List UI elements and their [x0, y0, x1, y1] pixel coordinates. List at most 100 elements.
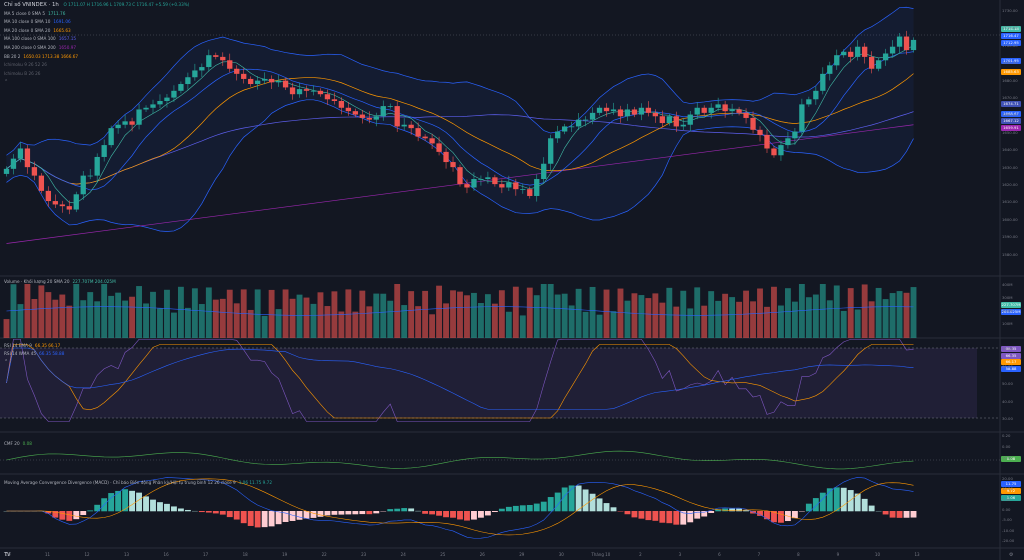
macd-title[interactable]: Moving Average Convergence Divergence (M… [4, 480, 236, 485]
volume-bar [31, 299, 38, 338]
volume-tag[interactable]: 204.025M [1001, 309, 1021, 315]
chart-title: Chỉ số VNINDEX · 1h O 1711.07 H 1716.96 … [4, 1, 192, 10]
volume-bar [847, 288, 854, 338]
volume-bar [645, 298, 652, 338]
candle-body [415, 128, 421, 137]
volume-bar [219, 298, 226, 338]
price-axis-label: 1650.00 [1002, 129, 1018, 135]
macd-tag[interactable]: 11.75 [1001, 481, 1021, 487]
volume-bar [694, 287, 701, 338]
volume-bar [715, 300, 722, 338]
volume-sma-line [6, 306, 914, 316]
macd-tag[interactable]: 9.72 [1001, 488, 1021, 494]
ma5-line [6, 45, 914, 204]
price-tag[interactable]: 1712.95 [1001, 40, 1021, 46]
candle-body [757, 129, 763, 135]
price-tag[interactable]: 1668.67 [1001, 111, 1021, 117]
volume-bar [268, 289, 275, 338]
macd-histogram-bar [498, 508, 505, 512]
macd-histogram-bar [624, 511, 631, 515]
time-axis-label: 8 [797, 552, 800, 557]
rsi-tag[interactable]: 68.35 [1001, 346, 1021, 352]
macd-histogram-bar [177, 508, 184, 512]
macd-histogram-bar [331, 511, 338, 515]
volume-bar [171, 312, 177, 338]
legend-label: MA 5 close 0 SMA 5 [4, 10, 46, 16]
rsi-line [6, 338, 914, 422]
price-tag[interactable]: 1685.63 [1001, 69, 1021, 75]
legend-row-ma20[interactable]: MA 20 close 0 SMA 20 1665.63 [4, 27, 192, 36]
price-tag[interactable]: 1716.18 [1001, 26, 1021, 32]
volume-title[interactable]: Volume · Khối lượng 20 SMA 20 [4, 279, 70, 284]
macd-histogram-bar [129, 490, 136, 512]
volume-bar [708, 291, 715, 338]
time-axis-label: 17 [203, 552, 209, 557]
macd-histogram-bar [833, 487, 840, 512]
legend-row-ichimoku[interactable]: Ichimoku 9 26 52 26 [4, 61, 192, 70]
candle-body [485, 177, 491, 180]
candle-body [303, 89, 310, 91]
macd-axis-label: -20.00 [1002, 537, 1015, 543]
macd-axis-label: -10.00 [1002, 527, 1015, 533]
macd-histogram-bar [66, 511, 73, 521]
legend-row-ma100[interactable]: MA 100 close 0 SMA 100 1657.15 [4, 35, 192, 44]
collapse-legend-icon[interactable]: ⌃ [4, 79, 9, 86]
macd-histogram-bar [673, 511, 680, 525]
volume-tag[interactable]: 227.707M [1001, 302, 1021, 308]
legend-label: MA 100 close 0 SMA 100 [4, 36, 56, 42]
volume-bar [387, 300, 394, 338]
volume-bar [38, 285, 45, 338]
legend-row-bb[interactable]: BB 20 2 1650.03 1713.38 1666.67 [4, 53, 192, 62]
volume-bar [471, 292, 477, 338]
cmf-tag[interactable]: 0.08 [1001, 456, 1021, 462]
candle-body [868, 56, 875, 69]
price-axis-label: 1590.00 [1002, 234, 1018, 240]
price-tag[interactable]: 1659.91 [1001, 125, 1021, 131]
collapse-rsi-icon[interactable]: ⌃ [4, 359, 9, 365]
rsi-tag[interactable]: 66.35 [1001, 352, 1021, 359]
rsi-wma-title[interactable]: RSI 14 WMA 45 [4, 351, 37, 356]
volume-bar [868, 301, 875, 338]
candle-body [10, 158, 17, 169]
rsi-tag[interactable]: 66.17 [1001, 359, 1021, 365]
candle-body [820, 73, 826, 91]
macd-histogram-bar [547, 497, 554, 512]
volume-bar [666, 287, 673, 338]
candle-body [268, 78, 275, 83]
price-tag[interactable]: 1701.95 [1001, 58, 1021, 64]
volume-bar [889, 293, 896, 338]
macd-histogram-bar [94, 504, 101, 512]
volume-bar [764, 306, 770, 338]
price-tag[interactable]: 1667.12 [1001, 118, 1021, 124]
cmf-title[interactable]: CMF 20 [4, 441, 20, 446]
price-tag[interactable]: 1674.71 [1001, 101, 1021, 107]
macd-histogram-bar [338, 511, 345, 515]
settings-gear-icon[interactable]: ⚙ [1009, 552, 1014, 558]
macd-histogram-bar [478, 511, 484, 518]
price-tag[interactable]: 1716.47 [1001, 33, 1021, 39]
rsi-title[interactable]: RSI 14 EMA 9 [4, 343, 32, 348]
candle-body [227, 60, 233, 69]
legend-row-ichimoku-b[interactable]: Ichimoku B 26 26 [4, 70, 192, 79]
volume-bar [750, 301, 756, 338]
candle-body [94, 156, 100, 176]
candle-body [631, 109, 638, 115]
macd-tag[interactable]: 1.06 [1001, 495, 1021, 501]
volume-bar [436, 285, 442, 338]
volume-bar [401, 305, 408, 338]
legend-row-ma5[interactable]: MA 5 close 0 SMA 5 1711.76 [4, 10, 192, 19]
volume-bar [450, 290, 456, 338]
legend-row-ma10[interactable]: MA 10 close 0 SMA 10 1691.06 [4, 18, 192, 27]
symbol-title[interactable]: Chỉ số VNINDEX · 1h [4, 2, 59, 8]
candle-body [394, 106, 400, 127]
legend-row-ma200[interactable]: MA 200 close 0 SMA 200 1650.97 [4, 44, 192, 53]
candle-body [750, 117, 756, 130]
candle-body [701, 107, 707, 113]
macd-histogram-bar [805, 503, 812, 512]
price-axis-label: 1620.00 [1002, 182, 1018, 187]
rsi-tag[interactable]: 58.88 [1001, 365, 1021, 372]
price-axis-label: 1690.00 [1002, 60, 1018, 66]
macd-legend: Moving Average Convergence Divergence (M… [4, 480, 275, 485]
cmf-axis-label: 0.00 [1002, 444, 1011, 449]
